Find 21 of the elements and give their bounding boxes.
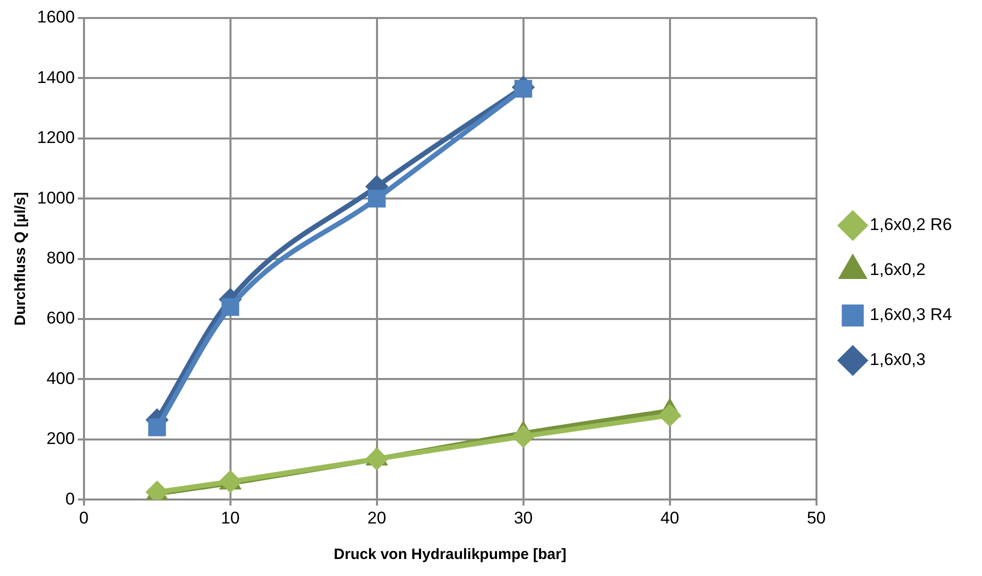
y-tick-label: 1200 xyxy=(36,128,75,148)
y-tick-label: 800 xyxy=(46,248,75,268)
legend-label: 1,6x0,2 R6 xyxy=(870,215,952,234)
legend-label: 1,6x0,3 R4 xyxy=(870,305,952,324)
y-tick-label: 0 xyxy=(65,489,75,508)
x-tick-label: 50 xyxy=(806,508,826,528)
y-tick-label: 200 xyxy=(46,429,75,448)
x-tick-label: 20 xyxy=(367,508,386,528)
y-tick-label: 600 xyxy=(46,308,75,328)
x-tick-label: 40 xyxy=(660,508,680,528)
y-tick-label: 1000 xyxy=(36,188,75,208)
x-tick-label: 30 xyxy=(514,508,533,528)
x-axis-title: Druck von Hydraulikpumpe [bar] xyxy=(334,546,566,564)
x-tick-label: 10 xyxy=(220,508,240,528)
y-tick-label: 1400 xyxy=(36,68,75,87)
legend-label: 1,6x0,2 xyxy=(870,260,926,280)
y-tick-label: 1600 xyxy=(36,8,75,27)
y-axis-title: Durchfluss Q [µl/s] xyxy=(12,192,30,326)
y-tick-label: 400 xyxy=(46,368,75,388)
legend-label: 1,6x0,3 xyxy=(870,350,926,370)
x-tick-label: 0 xyxy=(79,508,89,528)
